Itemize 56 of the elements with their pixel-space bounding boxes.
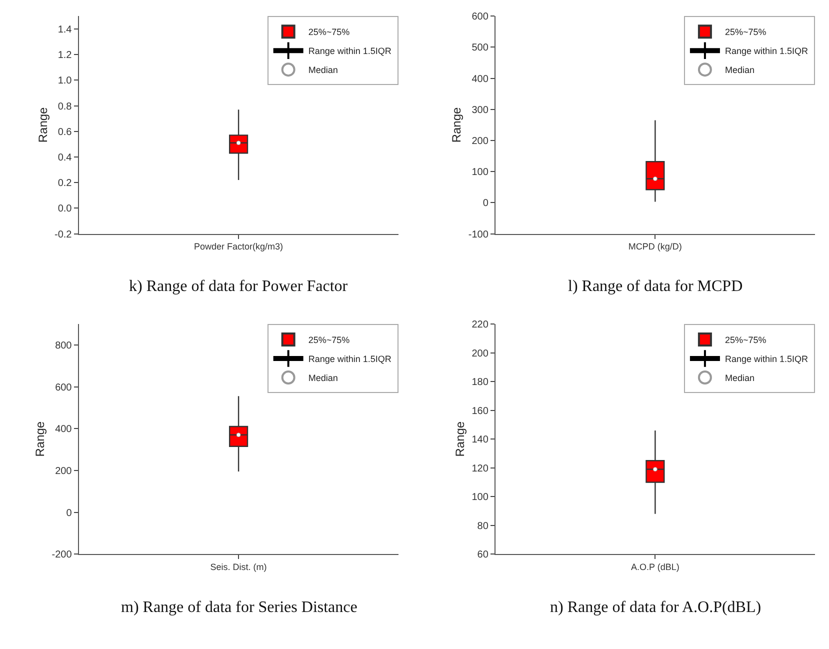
y-tick-label: 1.4 bbox=[58, 24, 72, 36]
y-axis-title: Range bbox=[36, 106, 50, 143]
y-tick-label: 0.0 bbox=[58, 204, 72, 215]
y-tick-label: 180 bbox=[472, 377, 489, 388]
x-tick-label: MCPD (kg/D) bbox=[628, 242, 682, 252]
legend-label: Range within 1.5IQR bbox=[724, 46, 808, 56]
y-tick-label: 100 bbox=[472, 167, 489, 178]
y-tick-label: 80 bbox=[477, 520, 489, 532]
y-tick-label: 300 bbox=[472, 104, 489, 116]
y-tick-label: 400 bbox=[55, 424, 72, 436]
y-tick-label: 600 bbox=[472, 12, 489, 23]
legend-label: 25%~75% bbox=[308, 27, 350, 38]
x-tick-label: Powder Factor(kg/m3) bbox=[194, 242, 284, 252]
y-tick-label: 0.4 bbox=[58, 152, 72, 164]
y-tick-label: 200 bbox=[472, 136, 489, 148]
y-tick-label: 200 bbox=[472, 348, 489, 360]
y-tick-label: 1.0 bbox=[58, 76, 72, 87]
legend-label: Median bbox=[308, 373, 338, 384]
y-tick-label: 500 bbox=[472, 42, 489, 54]
legend-label: Median bbox=[308, 65, 338, 76]
legend-label: 25%~75% bbox=[724, 27, 766, 38]
y-axis-title: Range bbox=[450, 106, 464, 143]
legend-label: 25%~75% bbox=[724, 335, 766, 346]
x-tick-label: Seis. Dist. (m) bbox=[210, 562, 267, 572]
y-tick-label: 100 bbox=[472, 492, 489, 504]
y-tick-label: 0 bbox=[482, 198, 489, 210]
legend-label: Range within 1.5IQR bbox=[724, 354, 808, 364]
y-tick-label: 200 bbox=[55, 466, 72, 477]
y-tick-label: 140 bbox=[472, 434, 489, 446]
y-tick-label: 0.6 bbox=[58, 126, 72, 138]
y-tick-label: 160 bbox=[472, 406, 489, 417]
y-tick-label: 0 bbox=[66, 508, 72, 519]
y-tick-label: 1.2 bbox=[58, 50, 72, 62]
y-tick-label: 0.2 bbox=[58, 178, 72, 190]
y-tick-label: 120 bbox=[472, 463, 489, 474]
y-tick-label: 220 bbox=[472, 320, 489, 330]
y-axis-title: Range bbox=[33, 421, 48, 457]
y-tick-label: 400 bbox=[472, 74, 489, 85]
y-tick-label: -100 bbox=[468, 229, 489, 240]
legend-label: Median bbox=[724, 373, 754, 384]
legend-label: Median bbox=[724, 65, 754, 76]
text: k) Range of data for Power Factor bbox=[129, 278, 348, 295]
y-tick-label: 0.8 bbox=[58, 101, 72, 112]
y-tick-label: 600 bbox=[55, 382, 72, 394]
y-tick-label: -200 bbox=[52, 550, 72, 561]
legend-label: 25%~75% bbox=[308, 335, 350, 346]
text: l) Range of data for MCPD bbox=[568, 278, 743, 295]
legend-label: Range within 1.5IQR bbox=[308, 354, 392, 364]
y-tick-label: -0.2 bbox=[54, 229, 72, 240]
text: m) Range of data for Series Distance bbox=[121, 599, 358, 616]
y-axis-title: Range bbox=[453, 421, 468, 457]
y-tick-label: 800 bbox=[55, 340, 72, 352]
legend-label: Range within 1.5IQR bbox=[308, 46, 392, 56]
text: n) Range of data for A.O.P(dBL) bbox=[550, 599, 762, 616]
x-tick-label: A.O.P (dBL) bbox=[631, 562, 680, 572]
y-tick-label: 60 bbox=[477, 550, 489, 561]
